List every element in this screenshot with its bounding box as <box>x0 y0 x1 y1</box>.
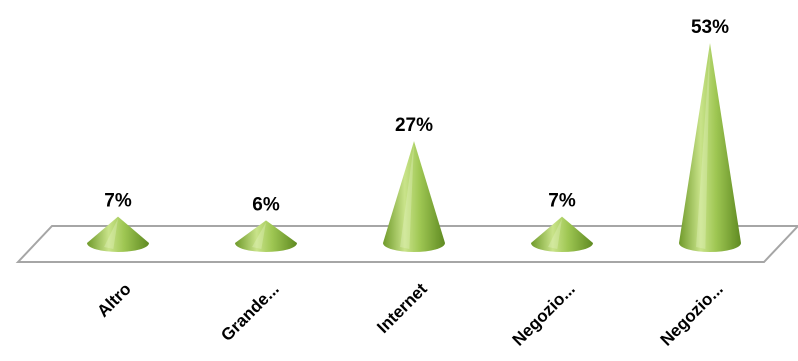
data-label-5: 53% <box>691 17 729 38</box>
cone-highlight <box>252 222 266 249</box>
cone-highlight <box>696 45 710 249</box>
cone-body <box>383 141 445 252</box>
cone-3 <box>383 141 445 252</box>
data-label-2: 6% <box>252 194 280 215</box>
cone-1 <box>87 216 149 252</box>
cone-body <box>87 216 149 252</box>
cone-body <box>531 216 593 252</box>
data-labels: 7% 6% 27% 7% 53% <box>104 17 729 215</box>
data-label-4: 7% <box>548 191 576 212</box>
cone-series <box>87 43 741 252</box>
cone-highlight <box>400 143 414 249</box>
cone-highlight <box>104 218 118 249</box>
category-label-5: Negozio... <box>657 279 727 349</box>
category-label-2: Grande... <box>217 279 283 345</box>
category-label-3: Internet <box>373 279 431 337</box>
category-label-4: Negozio... <box>509 279 579 349</box>
cone-4 <box>531 216 593 252</box>
cone-highlight <box>548 218 562 249</box>
cone-2 <box>235 220 297 252</box>
cone-body <box>679 43 741 252</box>
category-axis-labels: Altro Grande... Internet Negozio... Negozio.… <box>93 279 726 349</box>
data-label-3: 27% <box>395 115 433 136</box>
data-label-1: 7% <box>104 191 132 212</box>
cone-body <box>235 220 297 252</box>
category-label-1: Altro <box>93 279 134 320</box>
cone-5 <box>679 43 741 252</box>
